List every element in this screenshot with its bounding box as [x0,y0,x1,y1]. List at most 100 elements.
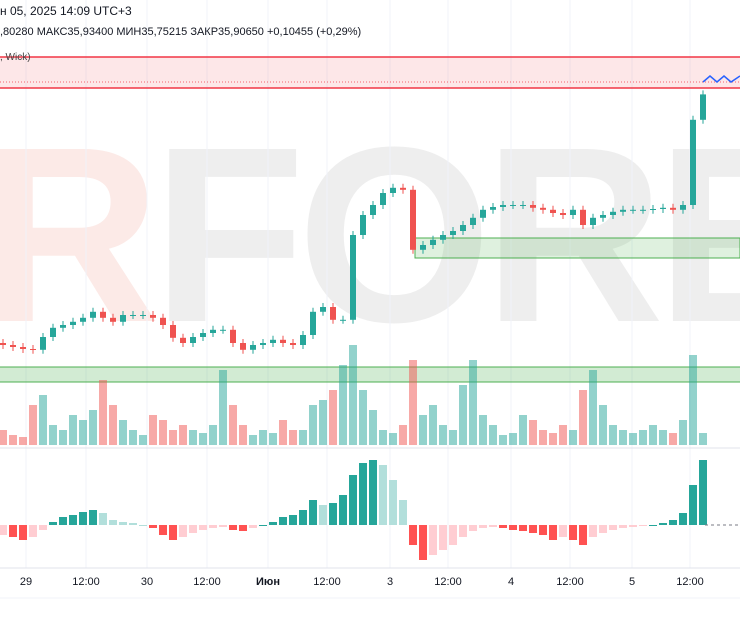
volume-bar [529,420,537,445]
volume-bar [369,410,377,445]
candle-body [320,307,326,312]
volume-bar [269,433,277,445]
candle-body [370,205,376,215]
candle-body [500,205,506,207]
histogram-bar [379,465,387,525]
volume-bar [479,415,487,445]
candle-body [160,317,166,325]
volume-bar [639,430,647,445]
candle-body [290,343,296,345]
histogram-bar [199,525,207,530]
candle-body [430,239,436,245]
histogram-bar [189,525,197,533]
volume-bar [29,405,37,445]
histogram-bar [269,522,277,525]
histogram-bar [69,515,77,525]
time-tick-label: 12:00 [313,576,341,588]
candle-body [40,337,46,350]
histogram-bar [99,513,107,525]
volume-bar [19,437,27,445]
candle-body [130,315,136,316]
volume-bar [669,433,677,445]
histogram-bar [329,503,337,525]
histogram-bar [429,525,437,555]
volume-bar [569,430,577,445]
volume-bar [499,435,507,445]
candle-body [440,235,446,240]
time-tick-label: 4 [507,576,515,588]
volume-bar [339,365,347,445]
candle-body [170,325,176,338]
volume-bar [439,425,447,445]
candle-body [310,311,316,335]
volume-bar [679,420,687,445]
candle-body [650,209,656,210]
volume-bar [309,405,317,445]
forecast-line [702,75,740,83]
candle-body [490,207,496,210]
candle-body [550,209,556,213]
volume-bar [119,420,127,445]
volume-bar [139,435,147,445]
candle-body [250,345,256,350]
candle-body [390,187,396,193]
volume-bar [469,360,477,445]
histogram-bar [399,500,407,525]
candle-body [420,245,426,250]
volume-bar [199,433,207,445]
histogram-bar [609,525,617,530]
histogram-bar [49,522,57,525]
candle-body [600,215,606,218]
histogram-bar [579,525,587,545]
histogram-bar [229,525,237,530]
volume-bar [519,415,527,445]
histogram-bar [119,522,127,525]
histogram-bar [219,525,227,527]
resistance-zone [0,57,740,88]
histogram-bar [599,525,607,533]
candle-body [190,337,196,343]
volume-bar [599,405,607,445]
volume-bar [619,430,627,445]
volume-bar [259,430,267,445]
time-tick-label: 12:00 [676,576,704,588]
volume-bar [209,425,217,445]
volume-bar [629,433,637,445]
time-tick-label: 12:00 [72,576,100,588]
candle-body [670,207,676,210]
histogram-bar [449,525,457,545]
candle-body [220,329,226,331]
volume-bar [169,430,177,445]
histogram-bar [319,505,327,525]
volume-bar [0,430,7,445]
volume-bar [489,425,497,445]
histogram-bar [439,525,447,550]
indicator-label[interactable]: , Wick) [0,52,31,63]
histogram-bar [339,495,347,525]
volume-bar [699,433,707,445]
candle-body [120,315,126,322]
candle-body [400,187,406,190]
histogram-bar [9,525,17,537]
histogram-bar [679,513,687,525]
volume-bar [229,405,237,445]
histogram-bar [419,525,427,560]
histogram-bar [369,460,377,525]
volume-bar [539,430,547,445]
volume-bar [89,410,97,445]
volume-bar [59,430,67,445]
volume-bar [559,425,567,445]
volume-bar [379,430,387,445]
volume-bar [149,415,157,445]
histogram-bar [209,525,217,528]
histogram-bar [569,525,577,540]
histogram-bar [549,525,557,540]
volume-bar [509,433,517,445]
candle-body [610,211,616,215]
histogram-bar [559,525,567,537]
candle-body [630,209,636,211]
candle-body [70,321,76,325]
candle-body [350,235,356,320]
histogram-bar [619,525,627,528]
